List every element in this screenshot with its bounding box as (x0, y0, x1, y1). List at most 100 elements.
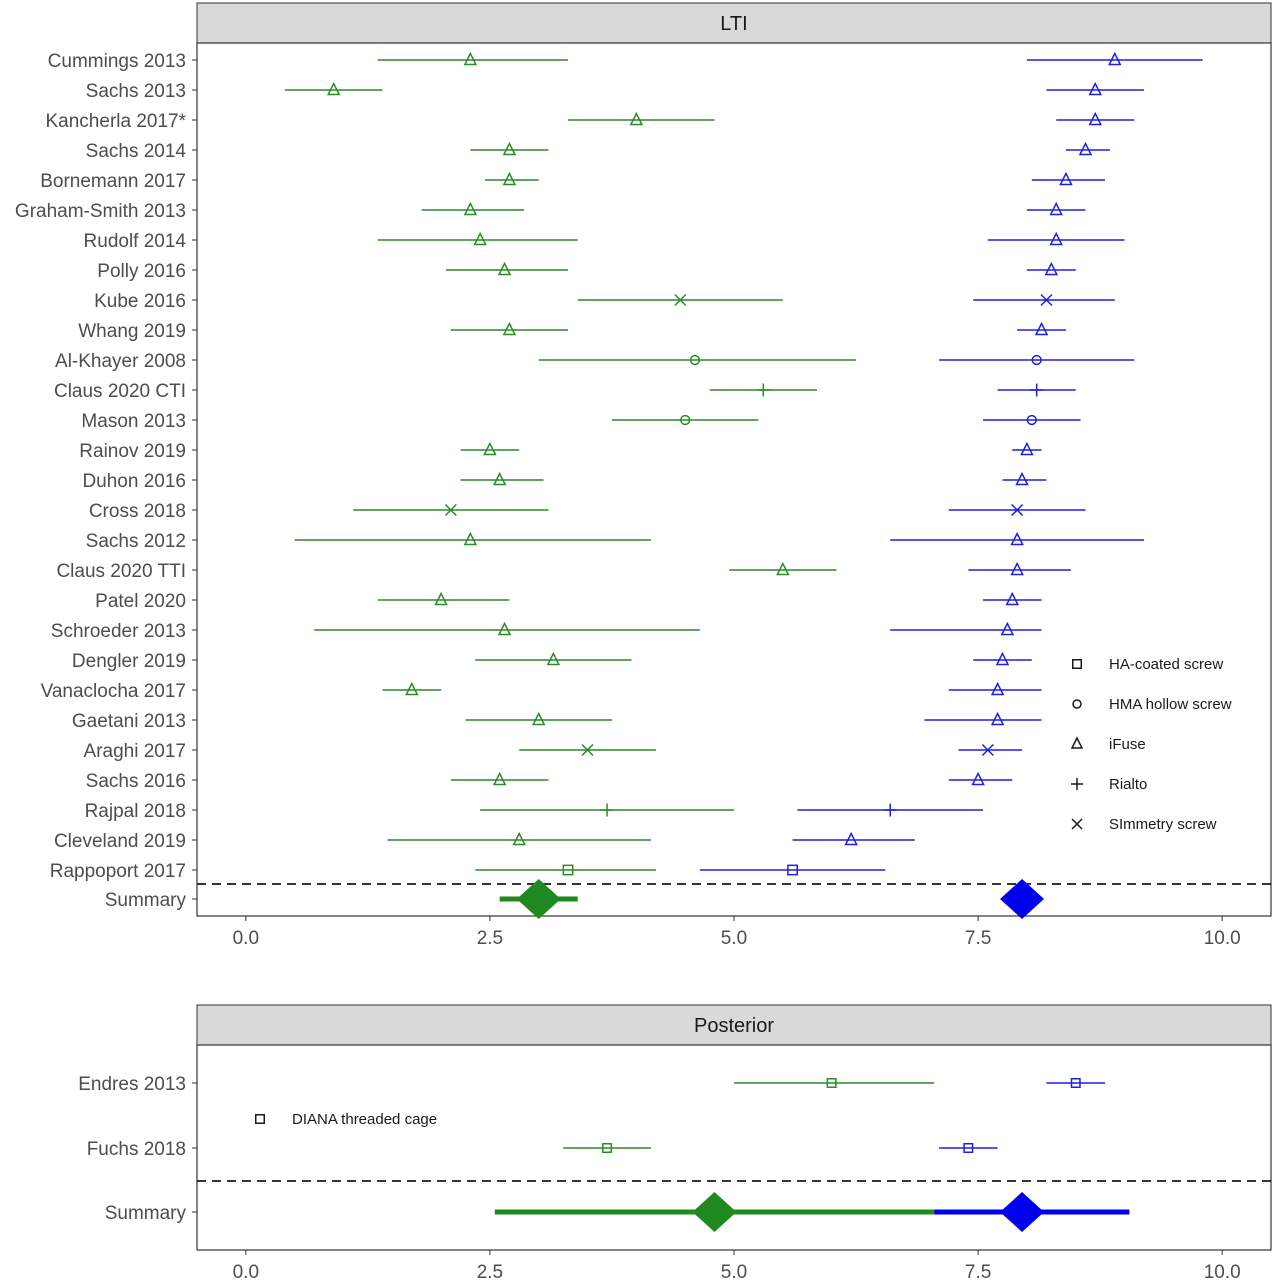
legend-marker (255, 1114, 265, 1124)
blue-point-marker (844, 831, 858, 846)
green-point-marker (512, 831, 526, 846)
posterior-panel: Posterior Endres 2013 Fuchs 2018 Summary 0.0… (78, 1004, 1272, 1280)
study-label: Schroeder 2013 (51, 621, 186, 642)
blue-point-marker (1040, 293, 1053, 307)
blue-point-marker (971, 771, 985, 786)
green-point-marker (434, 591, 448, 606)
blue-point-marker (1044, 261, 1059, 276)
study-row: Rainov 2019 (79, 441, 1042, 462)
x-tick-label: 10.0 (1204, 1262, 1241, 1280)
green-point-marker (473, 231, 487, 246)
study-label: Whang 2019 (78, 321, 186, 342)
blue-point-marker (883, 803, 897, 817)
blue-point-marker (1020, 441, 1034, 456)
legend-item: SImmetry screw (1071, 816, 1217, 833)
x-tick-label: 5.0 (721, 928, 747, 949)
study-row: Gaetani 2013 (72, 711, 1042, 732)
panel-title: Posterior (694, 1015, 774, 1037)
blue-summary-diamond (1000, 1192, 1045, 1232)
legend-marker (1070, 736, 1084, 749)
blue-point-marker (1031, 354, 1042, 366)
x-tick-label: 7.5 (965, 1262, 991, 1280)
green-point-marker (600, 803, 614, 817)
blue-point-marker (1049, 231, 1063, 246)
study-label: Sachs 2014 (86, 141, 187, 162)
x-tick-label: 0.0 (233, 928, 259, 949)
study-row: Rudolf 2014 (84, 231, 1125, 252)
study-row: Endres 2013 (78, 1074, 1106, 1095)
summary-row: Summary (105, 1192, 1130, 1232)
study-row: Dengler 2019 (72, 651, 1032, 672)
study-row: Araghi 2017 (84, 741, 1023, 762)
green-point-marker (502, 171, 517, 186)
study-row: Al-Khayer 2008 (55, 351, 1135, 372)
blue-point-marker (787, 864, 799, 876)
green-point-marker (492, 771, 507, 786)
study-row: Sachs 2014 (86, 141, 1110, 162)
blue-point-marker (995, 651, 1010, 666)
legend-item: Rialto (1071, 776, 1147, 793)
blue-point-marker (1088, 111, 1102, 126)
green-point-marker (405, 681, 419, 696)
study-row: Kancherla 2017* (46, 111, 1135, 132)
study-label: Rainov 2019 (79, 441, 186, 462)
green-point-marker (689, 354, 701, 366)
study-row: Cleveland 2019 (54, 831, 915, 852)
study-label: Rappoport 2017 (50, 861, 186, 882)
legend-item: HA-coated screw (1072, 656, 1223, 673)
green-point-marker (546, 651, 561, 666)
study-label: Dengler 2019 (72, 651, 186, 672)
study-row: Sachs 2012 (86, 531, 1145, 552)
x-tick-label: 2.5 (477, 1262, 503, 1280)
green-point-marker (326, 81, 341, 96)
summary-row: Summary (105, 879, 1045, 919)
legend-label: HA-coated screw (1109, 656, 1223, 673)
study-row: Cross 2018 (89, 501, 1086, 522)
legend-item: iFuse (1070, 736, 1146, 753)
study-label: Al-Khayer 2008 (55, 351, 186, 372)
study-label: Cleveland 2019 (54, 831, 186, 852)
green-point-marker (756, 383, 770, 397)
study-row: Graham-Smith 2013 (15, 201, 1086, 222)
study-row: Mason 2013 (81, 411, 1081, 432)
study-row: Sachs 2016 (86, 771, 1013, 792)
green-point-marker (502, 321, 517, 336)
legend-marker (1071, 818, 1083, 830)
study-row: Patel 2020 (95, 591, 1042, 612)
green-summary-diamond (516, 879, 561, 919)
blue-point-marker (1034, 321, 1049, 336)
blue-point-marker (981, 743, 994, 757)
green-point-marker (483, 441, 497, 456)
legend-label: Rialto (1109, 776, 1147, 793)
panel-strip (196, 2, 1272, 44)
study-row: Claus 2020 CTI (54, 381, 1076, 402)
green-point-marker (463, 51, 478, 66)
study-label: Graham-Smith 2013 (15, 201, 186, 222)
summary-label: Summary (105, 1203, 187, 1224)
legend-label: iFuse (1109, 736, 1146, 753)
study-label: Rudolf 2014 (84, 231, 187, 252)
legend-marker (1072, 699, 1082, 709)
green-summary-diamond (692, 1192, 737, 1232)
blue-point-marker (1070, 1078, 1081, 1088)
blue-point-marker (1010, 531, 1024, 546)
green-point-marker (602, 1143, 613, 1153)
green-point-marker (497, 621, 512, 636)
blue-point-marker (990, 711, 1005, 726)
study-label: Rajpal 2018 (85, 801, 186, 822)
green-point-marker (562, 864, 574, 876)
green-point-marker (532, 711, 546, 726)
study-row: Rajpal 2018 (85, 801, 983, 822)
study-label: Mason 2013 (81, 411, 186, 432)
green-point-marker (463, 201, 478, 216)
legend-marker (1071, 778, 1083, 790)
study-row: Polly 2016 (97, 261, 1076, 282)
study-label: Kube 2016 (94, 291, 186, 312)
study-row: Claus 2020 TTI (56, 561, 1071, 582)
study-row: Vanaclocha 2017 (41, 681, 1042, 702)
blue-point-marker (1049, 201, 1063, 216)
x-tick-label: 2.5 (477, 928, 503, 949)
plot-area (196, 1044, 1272, 1251)
legend-label: DIANA threaded cage (292, 1111, 437, 1128)
